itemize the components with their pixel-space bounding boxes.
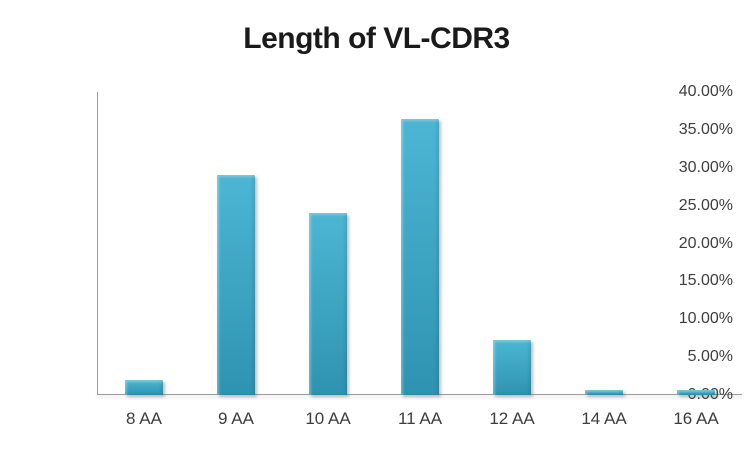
x-axis-tick-label: 9 AA — [218, 409, 254, 428]
y-axis-tick-label: 20.00% — [678, 234, 733, 252]
y-axis-tick-label: 35.00% — [678, 120, 733, 138]
y-axis-tick-label: 25.00% — [678, 196, 733, 214]
x-axis-tick-label: 14 AA — [581, 409, 627, 428]
x-axis-tick-label: 8 AA — [126, 409, 162, 428]
bar-14-aa — [585, 389, 623, 395]
chart-title: Length of VL-CDR3 — [243, 22, 510, 55]
y-axis-tick-label: 5.00% — [687, 348, 733, 366]
bar-10-aa — [309, 213, 347, 395]
x-axis-tick-label: 12 AA — [489, 409, 535, 428]
bar-12-aa — [493, 340, 531, 395]
bar-16-aa — [677, 389, 715, 395]
y-axis-tick-label: 40.00% — [678, 83, 733, 100]
x-axis-tick-label: 11 AA — [397, 409, 443, 428]
y-axis-tick-label: 10.00% — [678, 310, 733, 328]
bar-9-aa — [217, 175, 255, 395]
y-axis-tick-label: 15.00% — [678, 272, 733, 290]
y-axis-tick-label: 0.00% — [688, 386, 733, 404]
plot-area: 0.00% 5.00% 10.00% 15.00% 20.00% 25.00% 30.00%… — [97, 83, 742, 428]
y-axis-tick-label: 30.00% — [678, 158, 733, 176]
bar-8-aa — [125, 379, 163, 395]
bar-11-aa — [401, 118, 439, 395]
x-axis-tick-label: 10 AA — [305, 409, 351, 428]
x-axis-tick-label: 16 AA — [673, 409, 719, 428]
